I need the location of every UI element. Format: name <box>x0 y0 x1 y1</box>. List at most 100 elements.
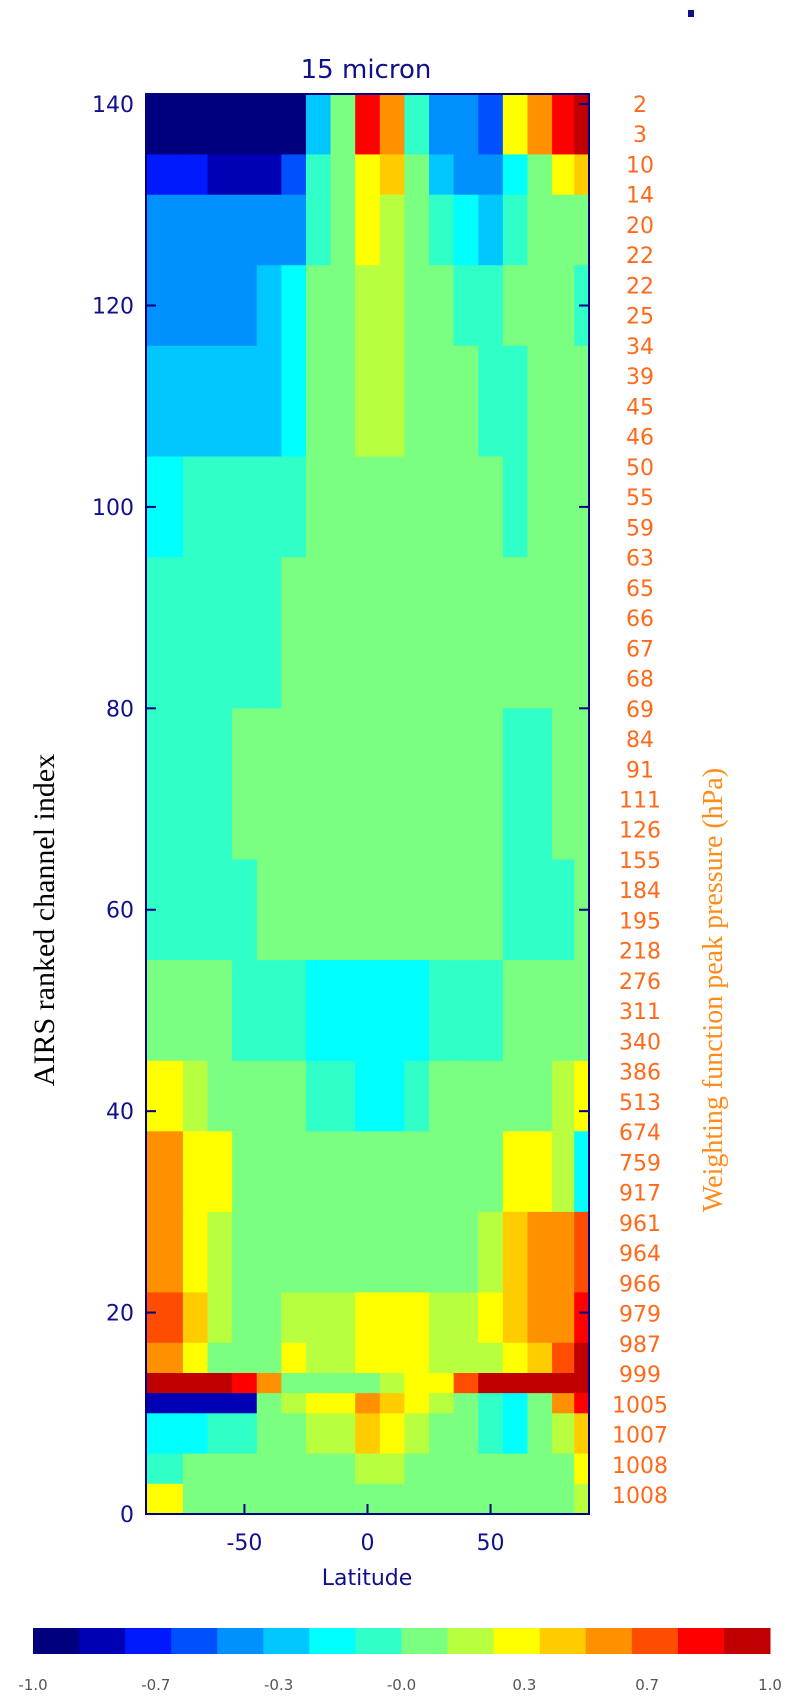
pressure-label: 311 <box>619 1000 661 1025</box>
heatmap-cell <box>305 1483 332 1515</box>
heatmap-cell <box>574 1393 590 1414</box>
heatmap-cell <box>305 1453 332 1485</box>
heatmap-cell <box>552 1060 575 1132</box>
heatmap-cell <box>429 1211 455 1293</box>
heatmap-cell <box>574 1413 590 1455</box>
colorbar <box>33 1628 771 1654</box>
heatmap-cell <box>552 557 575 709</box>
heatmap-cell <box>281 154 307 196</box>
heatmap-cell <box>574 154 590 196</box>
heatmap-cell <box>502 345 528 458</box>
pressure-label: 1008 <box>612 1484 668 1509</box>
corner-marker <box>688 10 694 17</box>
heatmap-cell <box>379 194 405 266</box>
heatmap-cell <box>281 1131 307 1213</box>
heatmap-cell <box>379 708 405 860</box>
heatmap-cell <box>404 1413 430 1455</box>
colorbar-swatch <box>309 1628 356 1654</box>
heatmap-cell <box>146 345 184 458</box>
pressure-label: 126 <box>619 819 661 844</box>
heatmap-cell <box>281 456 307 558</box>
heatmap-cell <box>355 1413 381 1455</box>
heatmap-cell <box>552 1413 575 1455</box>
pressure-label: 1005 <box>612 1393 668 1418</box>
heatmap-cell <box>207 1413 233 1455</box>
heatmap-cell <box>527 345 553 458</box>
heatmap-cell <box>574 557 590 709</box>
heatmap-cell <box>478 1373 504 1394</box>
heatmap-cell <box>355 194 381 266</box>
heatmap-cell <box>552 345 575 458</box>
heatmap-cell <box>207 708 233 860</box>
heatmap-cell <box>429 456 455 558</box>
heatmap-cell <box>232 1292 258 1344</box>
heatmap-cell <box>429 1373 455 1394</box>
heatmap-cell <box>404 557 430 709</box>
heatmap-cell <box>305 708 332 860</box>
heatmap-cell <box>355 708 381 860</box>
pressure-label: 966 <box>619 1272 661 1297</box>
heatmap-cell <box>379 345 405 458</box>
pressure-label: 66 <box>626 607 654 632</box>
heatmap-cell <box>207 1131 233 1213</box>
heatmap-cell <box>404 1483 430 1515</box>
heatmap-cell <box>305 557 332 709</box>
pressure-label: 276 <box>619 970 661 995</box>
y-tick-label: 80 <box>106 697 134 722</box>
heatmap-cell <box>305 1413 332 1455</box>
heatmap-cell <box>429 859 455 961</box>
heatmap-cell <box>429 1060 455 1132</box>
heatmap-cell <box>207 345 233 458</box>
heatmap-cell <box>552 859 575 961</box>
heatmap-cell <box>182 345 209 458</box>
heatmap-cell <box>527 1060 553 1132</box>
heatmap-cell <box>502 1292 528 1344</box>
colorbar-swatch <box>493 1628 541 1654</box>
heatmap-cell <box>478 1342 504 1374</box>
heatmap-cell <box>379 1131 405 1213</box>
heatmap-cell <box>281 1453 307 1485</box>
heatmap-cell <box>404 1342 430 1374</box>
heatmap-cell <box>146 1453 184 1485</box>
heatmap-cell <box>527 859 553 961</box>
heatmap-cell <box>256 1453 282 1485</box>
colorbar-labels: -1.0 -0.7 -0.3 -0.0 0.3 0.7 1.0 <box>18 1676 782 1694</box>
pressure-label: 50 <box>626 456 654 481</box>
heatmap-cell <box>502 1373 528 1394</box>
heatmap-cell <box>232 345 258 458</box>
heatmap-cell <box>478 194 504 266</box>
heatmap-cell <box>330 1483 356 1515</box>
heatmap-cell <box>182 859 209 961</box>
heatmap-cell <box>478 1393 504 1414</box>
pressure-label: 59 <box>626 516 654 541</box>
heatmap-cell <box>330 345 356 458</box>
heatmap-cell <box>502 859 528 961</box>
heatmap-cell <box>379 960 405 1062</box>
heatmap-cell <box>404 960 430 1062</box>
heatmap-cell <box>574 1342 590 1374</box>
heatmap-cell <box>330 1292 356 1344</box>
heatmap-cell <box>552 1211 575 1293</box>
heatmap-cell <box>232 1060 258 1132</box>
y-tick-label: 0 <box>120 1503 134 1528</box>
heatmap-cell <box>305 94 332 155</box>
y-tick-label: 100 <box>92 496 134 521</box>
y-tick-label: 60 <box>106 899 134 924</box>
heatmap-cell <box>379 1453 405 1485</box>
heatmap-cell <box>502 1393 528 1414</box>
heatmap-cell <box>146 194 184 266</box>
heatmap-cell <box>527 1373 553 1394</box>
pressure-label: 20 <box>626 214 654 239</box>
heatmap-cell <box>146 708 184 860</box>
pressure-label: 513 <box>619 1091 661 1116</box>
heatmap-cell <box>182 94 209 155</box>
heatmap-cell <box>330 708 356 860</box>
heatmap-cell <box>453 265 479 347</box>
heatmap-cell <box>502 708 528 860</box>
heatmap-cell <box>527 94 553 155</box>
heatmap-cell <box>330 1211 356 1293</box>
heatmap-cell <box>379 1393 405 1414</box>
heatmap-cell <box>478 859 504 961</box>
heatmap-cell <box>379 859 405 961</box>
heatmap-cell <box>256 1413 282 1455</box>
